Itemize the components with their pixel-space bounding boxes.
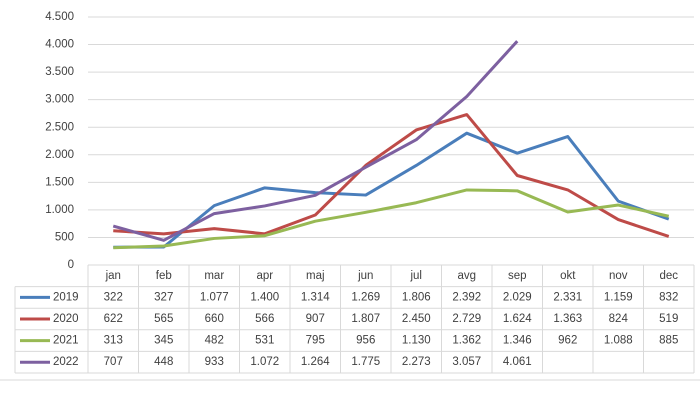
table-value: 1.362	[452, 335, 481, 347]
table-value: 1.077	[200, 291, 229, 303]
legend-label: 2020	[53, 313, 79, 325]
table-value: 1.088	[604, 335, 633, 347]
table-value: 1.130	[402, 335, 431, 347]
legend-label: 2021	[53, 335, 79, 347]
table-value: 832	[659, 291, 678, 303]
table-value: 345	[154, 335, 173, 347]
table-value: 907	[306, 313, 325, 325]
table-value: 795	[306, 335, 325, 347]
x-tick-label: okt	[560, 270, 576, 282]
series-line	[113, 131, 670, 249]
table-value: 2.331	[553, 291, 582, 303]
series-line	[113, 113, 670, 238]
table-value: 1.775	[351, 356, 380, 368]
x-tick-label: avg	[457, 270, 476, 282]
table-value: 824	[609, 313, 629, 325]
table-value: 1.807	[351, 313, 380, 325]
table-value: 1.314	[301, 291, 330, 303]
y-tick-label: 3.500	[45, 66, 74, 78]
table-value: 2.273	[402, 356, 431, 368]
table-value: 327	[154, 291, 173, 303]
table-value: 519	[659, 313, 678, 325]
legend-label: 2022	[53, 356, 79, 368]
series-line	[113, 188, 670, 250]
x-tick-label: jun	[357, 270, 373, 282]
table-value: 1.806	[402, 291, 431, 303]
table-value: 2.029	[503, 291, 532, 303]
y-tick-label: 3.000	[45, 94, 74, 106]
table-value: 660	[205, 313, 224, 325]
table-value: 622	[104, 313, 123, 325]
table-value: 4.061	[503, 356, 532, 368]
table-value: 3.057	[452, 356, 481, 368]
x-tick-label: mar	[204, 270, 224, 282]
table-value: 313	[104, 335, 123, 347]
y-tick-label: 2.500	[45, 121, 74, 133]
table-value: 565	[154, 313, 173, 325]
table-value: 322	[104, 291, 123, 303]
table-value: 1.072	[250, 356, 279, 368]
table-value: 1.346	[503, 335, 532, 347]
x-tick-label: nov	[609, 270, 628, 282]
y-tick-label: 4.500	[45, 11, 74, 23]
table-value: 956	[356, 335, 375, 347]
table-value: 1.269	[351, 291, 380, 303]
table-value: 531	[255, 335, 274, 347]
table-value: 885	[659, 335, 678, 347]
y-tick-label: 500	[55, 231, 74, 243]
table-value: 933	[205, 356, 224, 368]
x-tick-label: feb	[156, 270, 172, 282]
table-value: 1.264	[301, 356, 330, 368]
x-tick-label: jan	[105, 270, 121, 282]
table-value: 707	[104, 356, 123, 368]
y-tick-label: 4.000	[45, 39, 74, 51]
table-value: 482	[205, 335, 224, 347]
y-tick-label: 1.500	[45, 176, 74, 188]
legend-label: 2019	[53, 291, 79, 303]
x-tick-label: dec	[659, 270, 678, 282]
table-value: 1.624	[503, 313, 532, 325]
table-value: 2.450	[402, 313, 431, 325]
y-tick-label: 0	[68, 259, 74, 271]
table-value: 1.363	[553, 313, 582, 325]
y-tick-label: 1.000	[45, 204, 74, 216]
table-value: 566	[255, 313, 274, 325]
table-value: 1.400	[250, 291, 279, 303]
x-tick-label: sep	[508, 270, 527, 282]
x-tick-label: apr	[256, 270, 273, 282]
x-tick-label: jul	[409, 270, 422, 282]
y-tick-label: 2.000	[45, 149, 74, 161]
x-tick-label: maj	[306, 270, 325, 282]
table-value: 448	[154, 356, 173, 368]
table-value: 962	[558, 335, 577, 347]
table-value: 1.159	[604, 291, 633, 303]
table-value: 2.392	[452, 291, 481, 303]
series-line	[112, 40, 519, 242]
table-value: 2.729	[452, 313, 481, 325]
